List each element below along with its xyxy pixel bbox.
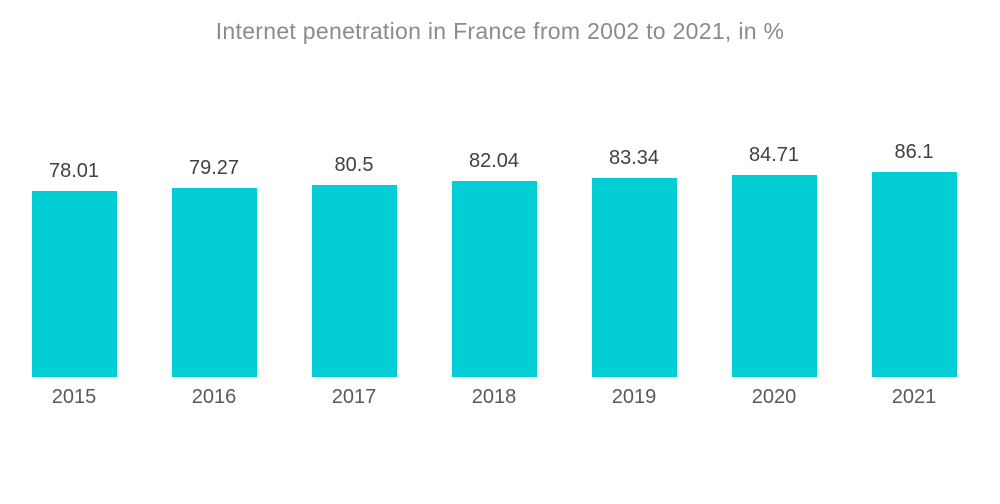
x-tick-label: 2019	[611, 386, 657, 408]
chart-title: Internet penetration in France from 2002…	[215, 18, 785, 44]
bar-column: 86.1 2021	[844, 140, 984, 409]
bar-value-label: 82.04	[468, 150, 520, 172]
bar-value-label: 78.01	[48, 160, 100, 182]
bar-value-label: 86.1	[894, 141, 934, 163]
plot-area: 78.01 2015 79.27 2016 80.5 2017 82.04 2018 83.34…	[4, 140, 996, 409]
bar-value-label: 79.27	[188, 157, 240, 179]
x-tick-label: 2015	[51, 386, 97, 408]
bar-column: 83.34 2019	[564, 146, 704, 409]
bar	[871, 172, 957, 377]
bar-column: 79.27 2016	[144, 156, 284, 409]
bar	[31, 191, 117, 377]
bar	[311, 185, 397, 377]
bar-column: 82.04 2018	[424, 149, 564, 409]
x-tick-label: 2016	[191, 386, 237, 408]
bar-value-label: 83.34	[608, 147, 660, 169]
x-tick-label: 2020	[751, 386, 797, 408]
x-tick-label: 2018	[471, 386, 517, 408]
bar-value-label: 80.5	[334, 154, 374, 176]
bar	[591, 178, 677, 377]
bar	[731, 175, 817, 377]
bar	[451, 181, 537, 377]
bar-column: 78.01 2015	[4, 159, 144, 409]
bar	[171, 188, 257, 377]
bar-value-label: 84.71	[748, 144, 800, 166]
bar-column: 84.71 2020	[704, 143, 844, 409]
x-tick-label: 2021	[891, 386, 937, 408]
bar-column: 80.5 2017	[284, 153, 424, 409]
x-tick-label: 2017	[331, 386, 377, 408]
